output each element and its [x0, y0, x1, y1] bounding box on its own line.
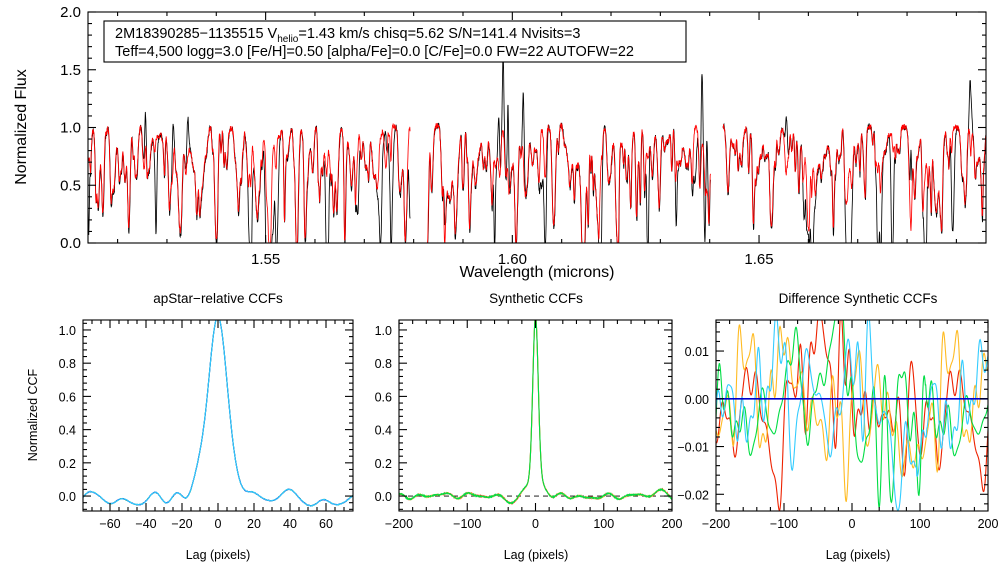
ccf-panel-synthetic: Synthetic CCFs −200 −100 0 100 200 0.0 0.2 0.4 0…	[375, 291, 683, 562]
x-tick-label: −20	[171, 517, 192, 531]
x-tick-label: 0	[532, 517, 539, 531]
ccf-panel-2-axes: −200 −100 0 100 200 0.0 0.2 0.4 0.6 0.8 1.0	[375, 319, 683, 531]
x-tick-label: −100	[770, 517, 798, 531]
ccf-panel-1-title: apStar−relative CCFs	[153, 291, 283, 306]
annotation-line-1: 2M18390285−1135515 Vhelio=1.43 km/s chis…	[115, 26, 580, 45]
y-tick-label: 0.4	[375, 424, 392, 438]
y-tick-label: 0.0	[60, 235, 81, 252]
x-tick-label: −100	[453, 517, 481, 531]
annotation-dash: −	[200, 26, 208, 42]
spectrum-panel: 1.55 1.60 1.65 0.0 0.5 1.0 1.5 2.0 Wavelength (…	[13, 4, 987, 281]
x-tick-label: 60	[319, 517, 333, 531]
x-tick-label: 200	[662, 517, 683, 531]
ccf-panel-1-axes: −60 −40 −20 0 20 40 60 0.0 0.2 0.4 0.6 0.8 1.0	[59, 319, 354, 531]
y-tick-label: 0.2	[375, 457, 392, 471]
spectrum-xaxis-label: Wavelength (microns)	[459, 264, 614, 281]
y-tick-label: 0.6	[375, 390, 392, 404]
ccf-trace	[83, 320, 353, 507]
y-tick-label: 0.0	[59, 490, 76, 504]
y-tick-label: 0.4	[59, 424, 76, 438]
ccf-panel-3-title: Difference Synthetic CCFs	[779, 291, 938, 306]
y-tick-label: 2.0	[60, 4, 81, 21]
x-tick-label: 0	[215, 517, 222, 531]
x-tick-label: 1.65	[744, 251, 773, 268]
parameter-annotation-box: 2M18390285−1135515 Vhelio=1.43 km/s chis…	[103, 20, 687, 63]
x-tick-label: 1.55	[251, 251, 280, 268]
annotation-rest: =1.43 km/s chisq=5.62 S/N=141.4 Nvisits=…	[298, 26, 580, 42]
spectrum-axes: 1.55 1.60 1.65 0.0 0.5 1.0 1.5 2.0	[60, 4, 987, 268]
ccf-trace	[83, 320, 353, 507]
y-tick-label: 0.01	[685, 345, 709, 359]
x-tick-label: 100	[593, 517, 614, 531]
ccf-panel-3-xaxis-label: Lag (pixels)	[826, 548, 891, 562]
annotation-target-id: 2M18390285	[115, 26, 200, 42]
synthetic-ccf-trace	[399, 320, 672, 505]
x-tick-label: 20	[247, 517, 261, 531]
annotation-box-frame	[103, 20, 687, 63]
ccf-panel-1-data-area	[83, 320, 353, 507]
synthetic-ccf-trace	[399, 320, 672, 505]
y-tick-label: 0.0	[375, 490, 392, 504]
y-tick-label: 0.00	[685, 393, 709, 407]
spectrum-yaxis-label: Normalized Flux	[13, 69, 30, 185]
x-tick-label: 0	[849, 517, 856, 531]
annotation-helio-subscript: helio	[277, 34, 299, 45]
y-tick-label: 1.5	[60, 62, 81, 79]
ccf-panel-2-data-area	[399, 320, 672, 505]
y-tick-label: 1.0	[375, 324, 392, 338]
x-tick-label: −60	[99, 517, 120, 531]
y-tick-label: 1.0	[59, 324, 76, 338]
y-tick-label: 0.8	[59, 357, 76, 371]
ccf-panel-apstar-relative: apStar−relative CCFs −60 −40 −20 0 20 40 60 0.0…	[26, 291, 354, 562]
ccf-panel-3-axes: −200 −100 0 100 200 −0.02 −0.01 0.00 0.01	[677, 319, 999, 531]
ccf-panel-2-xaxis-label: Lag (pixels)	[504, 548, 569, 562]
x-tick-label: −200	[385, 517, 413, 531]
y-tick-label: 0.8	[375, 357, 392, 371]
x-tick-label: 100	[910, 517, 931, 531]
y-tick-label: 1.0	[60, 120, 81, 137]
annotation-line-2: Teff=4,500 logg=3.0 [Fe/H]=0.50 [alpha/F…	[115, 44, 634, 60]
difference-ccf-trace	[716, 320, 988, 511]
ccf-panel-2-title: Synthetic CCFs	[489, 291, 583, 306]
synthetic-ccf-trace	[399, 320, 672, 505]
spectrum-data-area	[88, 56, 986, 243]
ccf-panel-1-yaxis-label: Normalized CCF	[26, 368, 40, 461]
x-tick-label: −40	[135, 517, 156, 531]
x-tick-label: 200	[978, 517, 999, 531]
annotation-vhelio-pre: 1135515 V	[208, 26, 277, 42]
x-tick-label: 40	[283, 517, 297, 531]
y-tick-label: 0.2	[59, 457, 76, 471]
x-tick-label: 1.60	[498, 251, 527, 268]
y-tick-label: 0.5	[60, 177, 81, 194]
difference-ccf-trace	[716, 324, 988, 503]
ccf-panel-1-xaxis-label: Lag (pixels)	[186, 548, 251, 562]
y-tick-label: −0.01	[677, 441, 709, 455]
synthetic-spectrum-trace	[88, 122, 986, 243]
ccf-trace	[83, 320, 353, 507]
ccf-panel-difference-synthetic: Difference Synthetic CCFs −200 −100 0 100 20…	[677, 291, 998, 562]
ccf-panel-3-data-area	[716, 320, 988, 511]
y-tick-label: −0.02	[677, 488, 709, 502]
x-tick-label: −200	[702, 517, 730, 531]
y-tick-label: 0.6	[59, 390, 76, 404]
